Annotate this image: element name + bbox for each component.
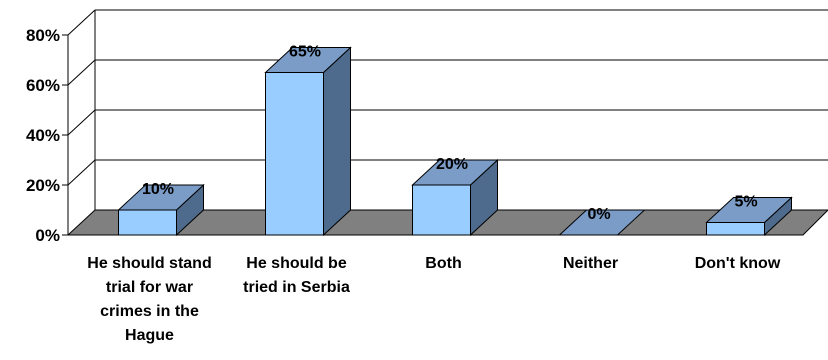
bar (706, 222, 765, 236)
bars (117, 46, 793, 237)
bar (265, 72, 324, 236)
bar-group (264, 46, 352, 237)
bar-top (264, 47, 352, 73)
bar-side (323, 46, 351, 237)
y-tick-label: 80% (26, 26, 60, 45)
bar (118, 209, 177, 236)
bar-top (558, 209, 646, 236)
data-label: 5% (734, 194, 757, 211)
y-tick-label: 40% (26, 126, 60, 145)
x-tick-label: He should be tried in Serbia (243, 255, 350, 296)
gridline-side (67, 109, 96, 136)
data-label: 20% (436, 156, 468, 173)
x-tick-label: Both (425, 255, 462, 272)
bar-group (558, 209, 646, 236)
x-tick-label: Neither (562, 255, 619, 272)
bar-group (117, 183, 205, 237)
gridline-side (67, 59, 96, 86)
x-tick-label: Don't know (694, 255, 781, 272)
y-tick-label: 0% (35, 226, 60, 245)
bar (412, 184, 471, 236)
bar-group (705, 196, 793, 237)
bar-group (411, 158, 499, 237)
bar-top (705, 197, 793, 223)
data-label: 10% (142, 181, 174, 198)
y-axis: 0% 20% 40% 60% 80% (26, 26, 69, 245)
data-labels: 10% 65% 20% 0% 5% (142, 44, 758, 224)
data-label: 65% (289, 44, 321, 61)
data-label: 0% (587, 206, 610, 223)
gridline-side (67, 159, 96, 186)
bar-top (411, 159, 499, 186)
gridline-side (67, 9, 96, 36)
y-tick-label: 20% (26, 176, 60, 195)
x-tick-label: He should stand trial for war crimes in … (87, 255, 212, 344)
y-tick-label: 60% (26, 76, 60, 95)
bar-top (117, 184, 205, 211)
